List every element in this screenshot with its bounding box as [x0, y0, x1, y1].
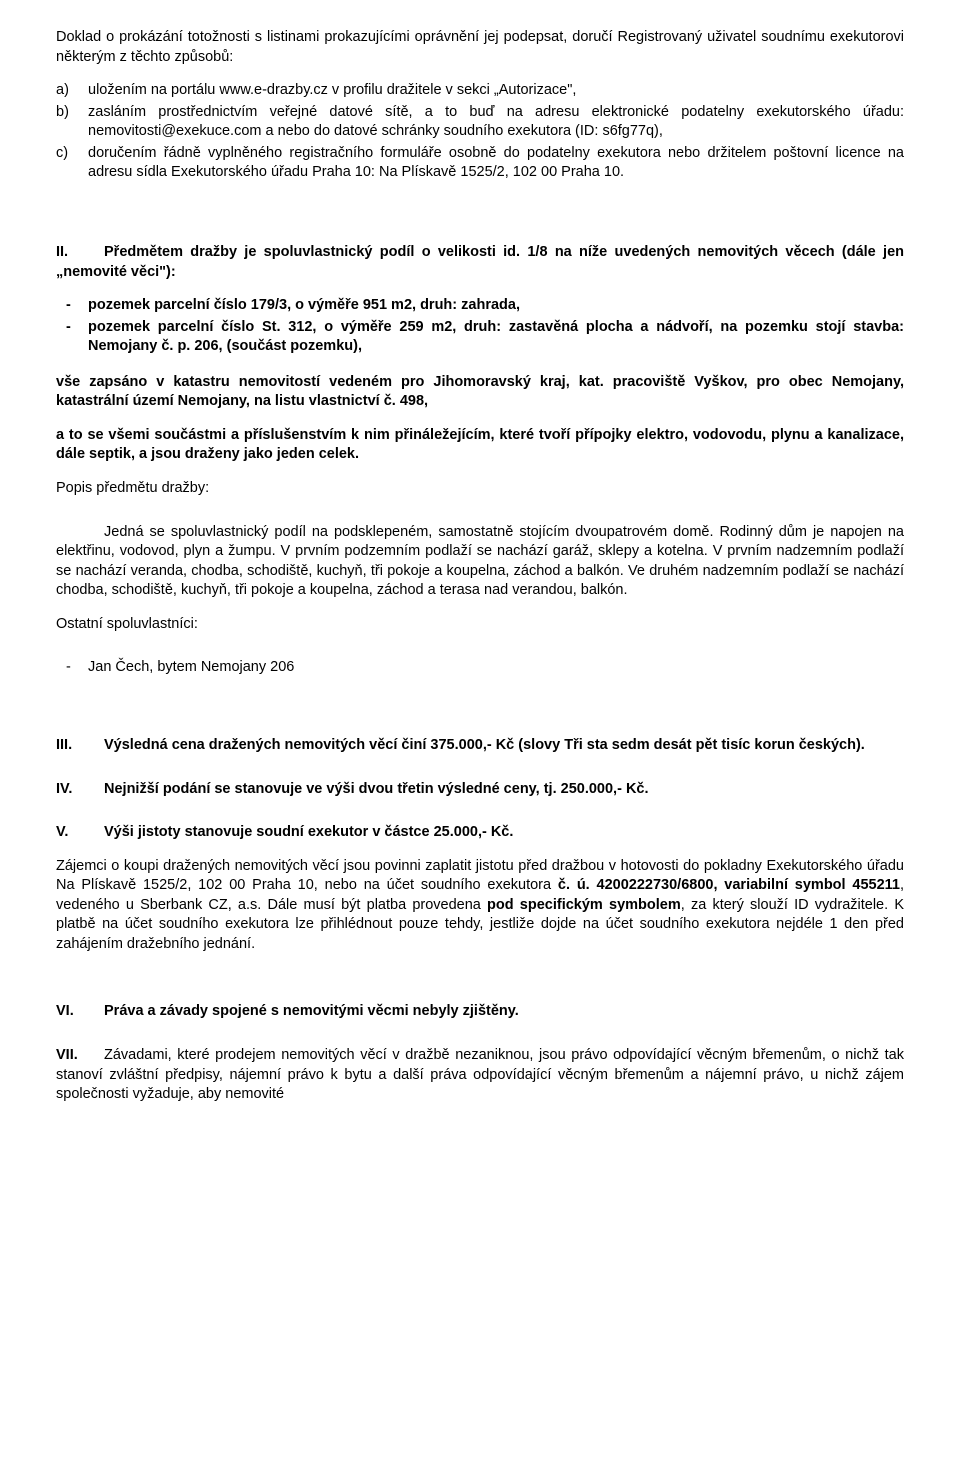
deposit-paragraph: Zájemci o koupi dražených nemovitých věc… [56, 857, 904, 955]
intro-paragraph: Doklad o prokázání totožnosti s listinam… [56, 28, 904, 67]
section-V: V.Výši jistoty stanovuje soudní exekutor… [56, 823, 904, 843]
list-marker: c) [56, 144, 88, 183]
coowners-list: Jan Čech, bytem Nemojany 206 [56, 658, 904, 678]
delivery-method-a: a) uložením na portálu www.e-drazby.cz v… [56, 81, 904, 101]
cadastre-paragraph: vše zapsáno v katastru nemovitostí veden… [56, 373, 904, 412]
delivery-methods-list: a) uložením na portálu www.e-drazby.cz v… [56, 81, 904, 183]
property-item: pozemek parcelní číslo 179/3, o výměře 9… [88, 296, 904, 316]
section-text: Výši jistoty stanovuje soudní exekutor v… [104, 824, 513, 840]
section-text: Výsledná cena dražených nemovitých věcí … [104, 737, 865, 753]
account-number: č. ú. 4200222730/6800, variabilní symbol… [558, 877, 900, 893]
section-VI: VI.Práva a závady spojené s nemovitými v… [56, 1002, 904, 1022]
delivery-method-b: b) zasláním prostřednictvím veřejné dato… [56, 103, 904, 142]
section-number: VI. [56, 1002, 104, 1022]
coowner-item: Jan Čech, bytem Nemojany 206 [88, 658, 904, 678]
list-marker: b) [56, 103, 88, 142]
description-label: Popis předmětu dražby: [56, 479, 904, 499]
section-number: II. [56, 243, 104, 263]
section-number: VII. [56, 1046, 104, 1066]
section-III: III.Výsledná cena dražených nemovitých v… [56, 736, 904, 756]
accessories-paragraph: a to se všemi součástmi a příslušenstvím… [56, 426, 904, 465]
section-number: III. [56, 736, 104, 756]
delivery-method-c: c) doručením řádně vyplněného registračn… [56, 144, 904, 183]
section-number: V. [56, 823, 104, 843]
list-content: zasláním prostřednictvím veřejné datové … [88, 103, 904, 142]
list-content: uložením na portálu www.e-drazby.cz v pr… [88, 81, 904, 101]
coowners-label: Ostatní spoluvlastníci: [56, 615, 904, 635]
section-text: Závadami, které prodejem nemovitých věcí… [56, 1047, 904, 1102]
property-items-list: pozemek parcelní číslo 179/3, o výměře 9… [56, 296, 904, 357]
section-II-heading: II.Předmětem dražby je spoluvlastnický p… [56, 243, 904, 282]
property-item: pozemek parcelní číslo St. 312, o výměře… [88, 318, 904, 357]
section-text: Práva a závady spojené s nemovitými věcm… [104, 1003, 519, 1019]
section-VII: VII.Závadami, které prodejem nemovitých … [56, 1046, 904, 1105]
specific-symbol: pod specifickým symbolem [487, 897, 681, 913]
section-number: IV. [56, 780, 104, 800]
description-paragraph: Jedná se spoluvlastnický podíl na podskl… [56, 523, 904, 601]
section-IV: IV.Nejnižší podání se stanovuje ve výši … [56, 780, 904, 800]
list-content: doručením řádně vyplněného registračního… [88, 144, 904, 183]
section-text: Nejnižší podání se stanovuje ve výši dvo… [104, 781, 649, 797]
list-marker: a) [56, 81, 88, 101]
section-title: Předmětem dražby je spoluvlastnický podí… [56, 244, 904, 280]
